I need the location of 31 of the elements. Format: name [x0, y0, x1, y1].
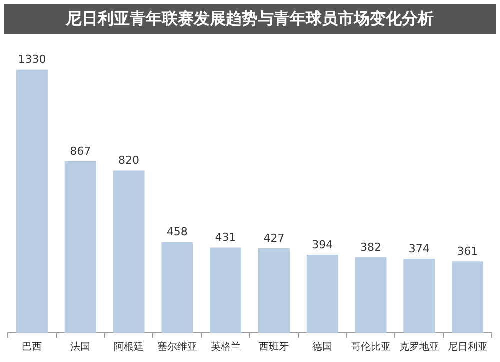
data-label: 458	[166, 226, 188, 239]
bar	[404, 259, 436, 333]
bar	[113, 170, 145, 333]
data-label: 820	[118, 154, 140, 168]
x-tick-label: 德国	[312, 342, 333, 353]
data-label: 431	[215, 231, 236, 244]
bar	[162, 242, 194, 333]
bar	[210, 248, 242, 333]
bar	[258, 248, 290, 333]
x-tick-label: 哥伦比亚	[351, 340, 391, 353]
x-tick-label: 塞尔维亚	[157, 340, 198, 353]
bar	[355, 257, 387, 333]
data-label: 867	[70, 144, 92, 158]
x-tick-label: 西班牙	[259, 340, 290, 353]
data-label: 1330	[18, 53, 46, 66]
data-label: 361	[457, 244, 478, 258]
bar	[306, 255, 338, 333]
x-tick-label: 尼日利亚	[448, 340, 488, 353]
bar	[452, 262, 484, 333]
x-tick-label: 阿根廷	[114, 340, 144, 353]
x-tick-label: 克罗地亚	[399, 340, 440, 353]
bar	[16, 70, 48, 333]
x-tick-label: 巴西	[22, 342, 42, 353]
data-label: 382	[360, 240, 382, 254]
bar	[64, 161, 96, 333]
data-label: 374	[408, 242, 430, 256]
data-label: 394	[312, 238, 334, 252]
data-label: 427	[264, 232, 285, 245]
x-tick-label: 英格兰	[210, 340, 241, 353]
chart-title: 尼日利亚青年联赛发展趋势与青年球员市场变化分析	[4, 4, 496, 34]
x-tick-label: 法国	[70, 340, 91, 353]
